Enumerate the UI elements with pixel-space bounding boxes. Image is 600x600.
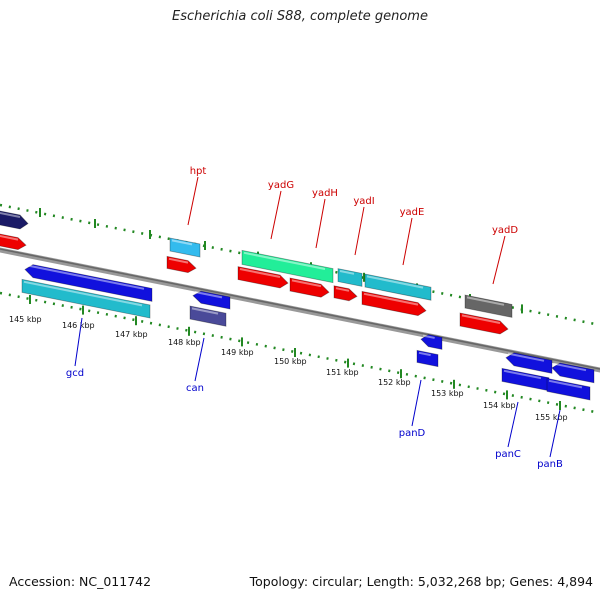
gene-arrow-panB: [551, 362, 595, 384]
gene-features: [0, 210, 595, 401]
gene-arrow-red: [0, 233, 27, 251]
kbp-tick-label: 153 kbp: [431, 389, 464, 398]
gene-box-blue-highlight: [548, 379, 583, 389]
kbp-tick-label: 145 kbp: [9, 315, 42, 324]
kbp-tick-label: 154 kbp: [483, 401, 516, 410]
gene-arrow-gcd: [24, 264, 153, 302]
genome-axis-line: [0, 247, 600, 373]
gene-leader-line: [270, 190, 282, 240]
gene-label-yadI: yadI: [353, 196, 374, 207]
kbp-tick-label: 152 kbp: [378, 378, 411, 387]
gene-arrow-blue-highlight: [194, 291, 223, 299]
gene-arrow-panC: [505, 352, 553, 374]
gene-leader-line: [549, 409, 561, 458]
kbp-tick-label: 155 kbp: [535, 413, 568, 422]
map-title: Escherichia coli S88, complete genome: [172, 9, 428, 24]
gene-arrow-red: [361, 290, 427, 317]
gene-label-yadD: yadD: [492, 225, 518, 236]
genome-summary-text: Topology: circular; Length: 5,032,268 bp…: [249, 574, 593, 589]
kbp-tick-label: 148 kbp: [168, 338, 201, 347]
gene-arrow-blue: [420, 334, 443, 350]
gene-leader-line: [402, 217, 413, 266]
kbp-tick-label: 146 kbp: [62, 321, 95, 330]
gene-arrow-panB-highlight: [553, 362, 587, 372]
gene-label-panD: panD: [399, 428, 426, 439]
gene-arrow-red-highlight: [335, 287, 350, 292]
gene-arrow-red: [459, 312, 509, 335]
genome-axis: [0, 247, 600, 373]
gene-name-labels: hpt yadG yadH yadI yadE yadD gcd can panD panC pan…: [66, 166, 563, 470]
kbp-tick-labels: 145 kbp 146 kbp 147 kbp 148 kbp 149 kbp 150 k…: [9, 315, 568, 422]
gene-label-hpt: hpt: [190, 166, 207, 177]
gene-arrow-red: [237, 266, 289, 289]
gene-box-yadD: [464, 294, 513, 318]
gene-arrow-red-highlight: [168, 257, 189, 264]
gene-arrow-gcd-highlight: [26, 264, 145, 290]
gene-label-gcd: gcd: [66, 368, 84, 379]
gene-leader-line: [507, 401, 519, 448]
gene-box-yadE-highlight: [366, 275, 424, 289]
gene-arrow-red: [289, 277, 330, 298]
gene-box-cyan: [21, 278, 151, 319]
kbp-tick-label: 151 kbp: [326, 368, 359, 377]
gene-leader-line: [315, 198, 326, 249]
kbp-tick-label: 149 kbp: [221, 348, 254, 357]
gene-arrow-red-highlight: [363, 292, 419, 306]
gene-arrow-red-highlight: [461, 314, 501, 324]
gene-box-yadG: [241, 249, 334, 284]
gene-leader-line: [74, 317, 83, 367]
gene-arrow-panC-highlight: [507, 352, 545, 362]
kbp-tick-label: 147 kbp: [115, 330, 148, 339]
gene-box-yadI: [337, 268, 363, 287]
gene-box-cyan-highlight: [23, 280, 143, 307]
kbp-tick-label: 150 kbp: [274, 357, 307, 366]
gene-arrow-blue-highlight: [422, 334, 435, 339]
gene-label-yadG: yadG: [268, 180, 294, 191]
gene-leader-line: [411, 379, 422, 427]
gene-box-hpt-highlight: [171, 239, 193, 246]
gene-label-can: can: [186, 383, 204, 394]
gene-arrow-navy: [0, 210, 29, 230]
gene-leader-line: [194, 337, 205, 382]
gene-box-yadE: [364, 273, 432, 301]
gene-box-panD: [416, 349, 439, 368]
gene-label-yadE: yadE: [400, 207, 425, 218]
gene-label-panB: panB: [537, 459, 563, 470]
gene-arrow-red-highlight: [239, 268, 281, 278]
gene-arrow-red: [333, 285, 358, 302]
gene-box-yadI-highlight: [339, 270, 355, 275]
gene-box-blue: [546, 377, 591, 401]
gene-box-can: [189, 305, 227, 327]
gene-arrow-navy-highlight: [0, 211, 21, 218]
genome-axis-shade: [0, 248, 600, 370]
gene-box-yadD-highlight: [466, 296, 505, 306]
gene-arrow-red-highlight: [0, 234, 19, 241]
gene-leader-line: [354, 206, 365, 256]
gene-leader-line: [492, 235, 506, 285]
gene-leader-line: [187, 176, 199, 226]
gene-arrow-red: [166, 255, 197, 274]
gene-arrow-red-highlight: [291, 279, 322, 288]
gene-label-panC: panC: [495, 449, 521, 460]
gene-box-can-highlight: [191, 307, 219, 315]
gene-box-yadG-highlight: [243, 251, 326, 270]
accession-text: Accession: NC_011742: [9, 574, 152, 589]
gene-box-blue-highlight: [503, 369, 542, 380]
gene-arrow-blue: [192, 290, 231, 310]
gene-box-panD-highlight: [418, 351, 431, 357]
gene-box-hpt: [169, 237, 201, 258]
gene-label-yadH: yadH: [312, 188, 338, 199]
